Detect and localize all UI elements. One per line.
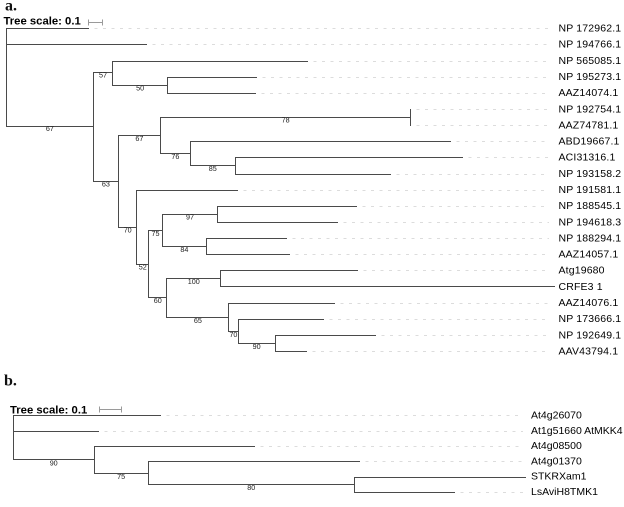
svg-text:Tree scale: 0.1: Tree scale: 0.1 <box>10 405 87 417</box>
svg-text:NP 194766.1: NP 194766.1 <box>559 39 622 51</box>
svg-text:NP 192754.1: NP 192754.1 <box>559 103 622 115</box>
svg-text:NP 191581.1: NP 191581.1 <box>559 184 622 196</box>
svg-text:At4g26070: At4g26070 <box>531 410 582 422</box>
svg-text:57: 57 <box>99 70 107 79</box>
svg-text:AAV43794.1: AAV43794.1 <box>559 345 619 357</box>
svg-text:60: 60 <box>154 296 162 305</box>
svg-text:50: 50 <box>136 83 144 92</box>
svg-text:76: 76 <box>171 152 179 161</box>
svg-text:70: 70 <box>124 225 132 234</box>
svg-text:78: 78 <box>282 116 290 125</box>
svg-text:Tree scale: 0.1: Tree scale: 0.1 <box>4 16 81 28</box>
svg-text:AAZ14076.1: AAZ14076.1 <box>559 297 619 309</box>
svg-text:AAZ14057.1: AAZ14057.1 <box>559 249 619 261</box>
svg-text:84: 84 <box>180 245 188 254</box>
svg-text:Atg19680: Atg19680 <box>559 265 605 277</box>
svg-text:90: 90 <box>50 458 58 467</box>
svg-text:NP 194618.3: NP 194618.3 <box>559 216 622 228</box>
svg-text:63: 63 <box>102 179 110 188</box>
svg-text:75: 75 <box>117 472 125 481</box>
svg-text:67: 67 <box>135 134 143 143</box>
svg-text:75: 75 <box>152 229 160 238</box>
svg-text:90: 90 <box>253 342 261 351</box>
svg-text:100: 100 <box>188 277 200 286</box>
svg-text:a.: a. <box>5 0 17 14</box>
svg-text:NP 565085.1: NP 565085.1 <box>559 55 622 67</box>
svg-text:AAZ74781.1: AAZ74781.1 <box>559 119 619 131</box>
svg-text:67: 67 <box>46 124 54 133</box>
svg-text:85: 85 <box>209 164 217 173</box>
svg-text:AAZ14074.1: AAZ14074.1 <box>559 87 619 99</box>
svg-text:65: 65 <box>194 316 202 325</box>
svg-text:CRFE3 1: CRFE3 1 <box>559 281 603 293</box>
svg-text:At4g08500: At4g08500 <box>531 440 582 452</box>
svg-text:NP 172962.1: NP 172962.1 <box>559 23 622 35</box>
svg-text:b.: b. <box>4 373 17 390</box>
svg-text:52: 52 <box>139 262 147 271</box>
svg-text:ACI31316.1: ACI31316.1 <box>559 152 616 164</box>
svg-text:97: 97 <box>186 213 194 222</box>
svg-text:NP 188294.1: NP 188294.1 <box>559 232 622 244</box>
svg-text:NP 193158.2: NP 193158.2 <box>559 168 622 180</box>
svg-text:70: 70 <box>229 330 237 339</box>
svg-text:NP 173666.1: NP 173666.1 <box>559 313 622 325</box>
svg-text:ABD19667.1: ABD19667.1 <box>559 136 620 148</box>
svg-text:NP 188545.1: NP 188545.1 <box>559 200 622 212</box>
svg-text:NP 195273.1: NP 195273.1 <box>559 71 622 83</box>
svg-text:80: 80 <box>247 483 255 492</box>
svg-text:NP 192649.1: NP 192649.1 <box>559 329 622 341</box>
svg-text:STKRXam1: STKRXam1 <box>531 471 587 483</box>
svg-text:LsAviH8TMK1: LsAviH8TMK1 <box>531 486 598 498</box>
svg-text:At1g51660 AtMKK4: At1g51660 AtMKK4 <box>531 425 623 437</box>
svg-text:At4g01370: At4g01370 <box>531 456 582 468</box>
